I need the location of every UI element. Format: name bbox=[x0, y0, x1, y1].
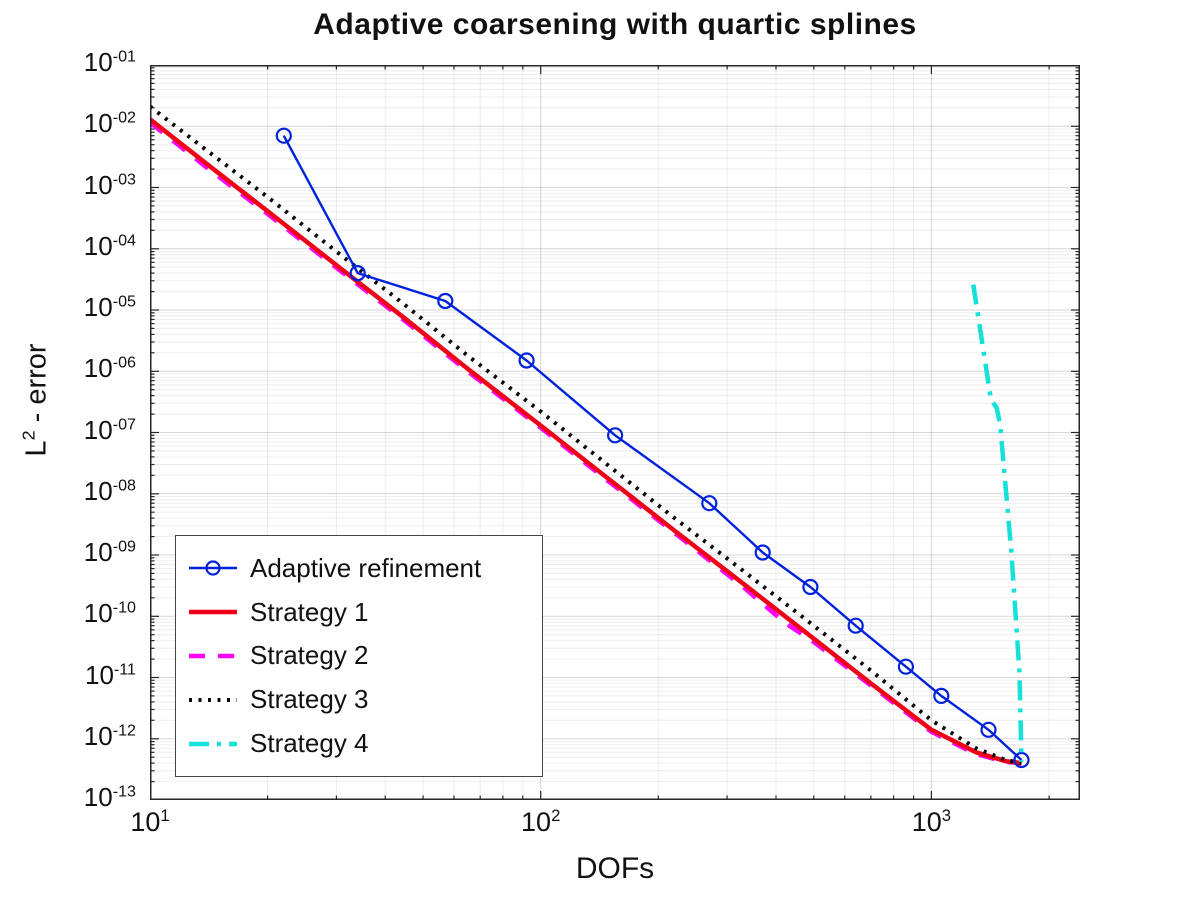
legend-item-label: Strategy 3 bbox=[250, 684, 369, 715]
legend-item-label: Strategy 2 bbox=[250, 640, 369, 671]
x-axis-label: DOFs bbox=[575, 852, 655, 885]
legend-item-strategy-3: Strategy 3 bbox=[188, 684, 530, 715]
xtick-label: 101 bbox=[130, 806, 170, 837]
legend-item-adaptive-refinement: Adaptive refinement bbox=[188, 553, 530, 584]
legend: Adaptive refinement Strategy 1 Strategy 2 S… bbox=[175, 535, 543, 777]
legend-item-strategy-1: Strategy 1 bbox=[188, 597, 530, 628]
legend-item-label: Adaptive refinement bbox=[250, 552, 482, 583]
series-markers-adaptive-refinement bbox=[275, 127, 1030, 769]
ytick-label: 10-11 bbox=[84, 659, 136, 690]
legend-item-label: Strategy 1 bbox=[250, 596, 369, 627]
legend-sample-line bbox=[189, 560, 237, 576]
ytick-label: 10-05 bbox=[83, 292, 136, 322]
ytick-label: 10-06 bbox=[83, 353, 136, 384]
ytick-label: 10-03 bbox=[83, 169, 136, 200]
series-line-strategy-4 bbox=[971, 284, 1024, 762]
legend-item-strategy-2: Strategy 2 bbox=[188, 640, 530, 671]
ytick-label: 10-12 bbox=[83, 720, 136, 751]
legend-sample-line bbox=[189, 697, 237, 702]
series-line-adaptive-refinement bbox=[282, 135, 1023, 761]
ytick-label: 10-08 bbox=[83, 475, 136, 506]
xtick-label: 102 bbox=[521, 806, 561, 837]
xtick-label: 103 bbox=[911, 806, 952, 837]
ytick-label: 10-07 bbox=[83, 414, 136, 445]
minor-gridlines bbox=[150, 65, 1080, 800]
legend-item-strategy-4: Strategy 4 bbox=[188, 728, 530, 759]
plot-area bbox=[150, 65, 1080, 800]
series-line-strategy-1 bbox=[150, 117, 1022, 766]
legend-item-label: Strategy 4 bbox=[250, 728, 369, 759]
legend-sample-marker bbox=[205, 560, 221, 576]
ytick-label: 10-10 bbox=[83, 598, 136, 629]
legend-sample-line bbox=[189, 741, 237, 746]
ytick-label: 10-01 bbox=[83, 47, 136, 77]
chart-title: Adaptive coarsening with quartic splines bbox=[313, 8, 917, 41]
plot-canvas bbox=[150, 65, 1080, 800]
ytick-label: 10-13 bbox=[83, 782, 136, 812]
legend-sample-line bbox=[189, 609, 237, 615]
series-line-strategy-3 bbox=[150, 104, 1022, 766]
ytick-label: 10-02 bbox=[83, 108, 136, 139]
y-tick-labels: 10-01 10-02 10-03 10-04 10-05 10-06 10-07 10-08… bbox=[0, 0, 142, 900]
ytick-label: 10-04 bbox=[83, 230, 136, 261]
axis-box bbox=[150, 65, 1080, 800]
ytick-label: 10-09 bbox=[83, 537, 136, 567]
legend-sample-line bbox=[189, 653, 237, 659]
